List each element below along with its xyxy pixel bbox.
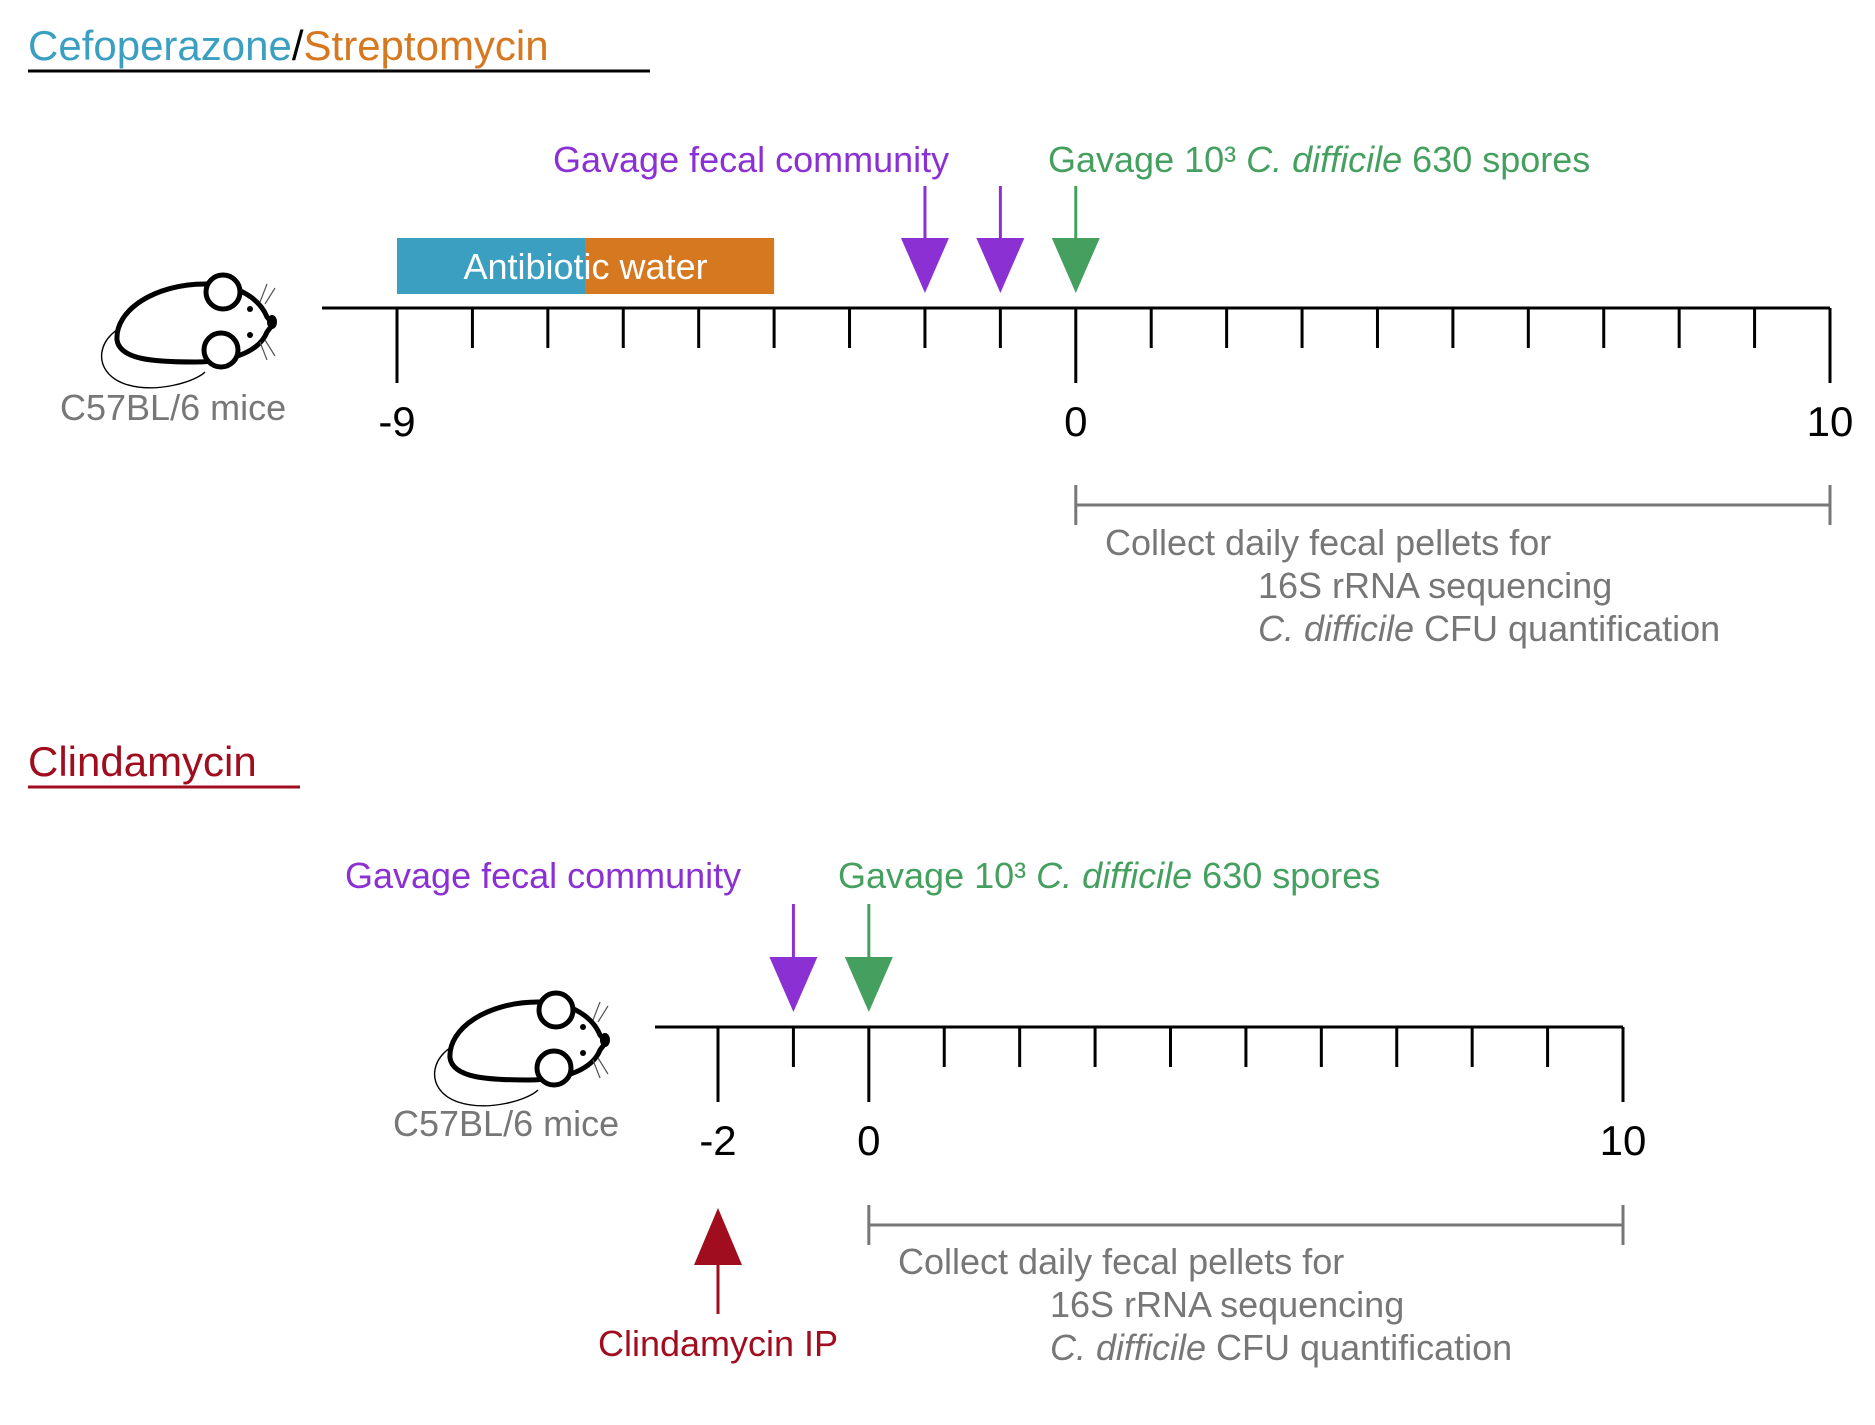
antibiotic-water-bar — [397, 238, 775, 294]
tick-label: 10 — [1807, 398, 1854, 445]
spore-gavage-arrow — [844, 904, 893, 1012]
panel2-fecal-gavage-label: Gavage fecal community — [345, 855, 741, 896]
panel2-collect-line3: C. difficile CFU quantification — [1050, 1327, 1512, 1368]
fecal-gavage-arrow — [976, 186, 1025, 293]
streptomycin-segment — [585, 238, 775, 294]
panel2-mouse-label: C57BL/6 mice — [393, 1103, 619, 1144]
panel2-spore-gavage-label: Gavage 10³ C. difficile 630 spores — [838, 855, 1380, 896]
panel2-collection-bracket — [867, 1205, 1625, 1245]
arrow-head — [694, 1208, 742, 1265]
panel2-title: Clindamycin — [28, 738, 257, 785]
fecal-gavage-arrow — [769, 904, 818, 1012]
panel2-collect-line1: Collect daily fecal pellets for — [898, 1241, 1344, 1282]
arrow-head — [976, 238, 1025, 293]
arrow-head — [769, 957, 818, 1012]
cefoperazone-segment — [397, 238, 586, 294]
spore-gavage-arrow — [1051, 186, 1100, 293]
panel1-spore-gavage-label: Gavage 10³ C. difficile 630 spores — [1048, 139, 1590, 180]
panel1-collection-bracket — [1074, 485, 1832, 525]
tick-label: -2 — [699, 1117, 736, 1164]
tick-label: -9 — [378, 398, 415, 445]
collect-suffix: CFU quantification — [1414, 608, 1720, 649]
panel2-timeline-axis: -2 0 10 — [655, 1025, 1647, 1164]
panel2-gavage-arrows — [694, 904, 893, 1314]
panel1-fecal-gavage-label: Gavage fecal community — [553, 139, 949, 180]
panel1-collect-line3: C. difficile CFU quantification — [1258, 608, 1720, 649]
title-cefoperazone: Cefoperazone — [28, 22, 292, 69]
panel1-collect-line1: Collect daily fecal pellets for — [1105, 522, 1551, 563]
panel2-collect-line2: 16S rRNA sequencing — [1050, 1284, 1404, 1325]
spores-prefix: Gavage 10³ — [1048, 139, 1246, 180]
spores-prefix: Gavage 10³ — [838, 855, 1036, 896]
spores-species: C. difficile — [1036, 855, 1192, 896]
mouse-icon — [102, 275, 277, 388]
arrow-head — [1051, 238, 1100, 293]
spores-suffix: 630 spores — [1402, 139, 1590, 180]
antibiotic-water-label: Antibiotic water — [463, 246, 707, 287]
title-streptomycin: Streptomycin — [304, 22, 549, 69]
tick-label: 10 — [1600, 1117, 1647, 1164]
clindamycin-ip-arrow — [694, 1208, 742, 1314]
arrow-head — [900, 238, 949, 293]
panel1-timeline-axis: -9 0 10 — [322, 306, 1854, 445]
panel1-gavage-arrows — [900, 186, 1100, 293]
spores-suffix: 630 spores — [1192, 855, 1380, 896]
collect-suffix: CFU quantification — [1206, 1327, 1512, 1368]
panel-clindamycin: Clindamycin C57BL/6 mice Gavage fecal co… — [28, 738, 1646, 1368]
spores-species: C. difficile — [1246, 139, 1402, 180]
tick-label: 0 — [1064, 398, 1087, 445]
panel1-mouse-label: C57BL/6 mice — [60, 387, 286, 428]
mouse-icon — [435, 993, 610, 1106]
arrow-head — [844, 957, 893, 1012]
tick-label: 0 — [857, 1117, 880, 1164]
panel1-title: Cefoperazone/Streptomycin — [28, 22, 549, 69]
panel-cefoperazone-streptomycin: Cefoperazone/Streptomycin C57BL/6 mice A… — [28, 22, 1853, 649]
collect-species: C. difficile — [1258, 608, 1414, 649]
fecal-gavage-arrow — [900, 186, 949, 293]
collect-species: C. difficile — [1050, 1327, 1206, 1368]
clindamycin-ip-label: Clindamycin IP — [598, 1323, 838, 1364]
panel1-collect-line2: 16S rRNA sequencing — [1258, 565, 1612, 606]
title-separator: / — [292, 22, 304, 69]
